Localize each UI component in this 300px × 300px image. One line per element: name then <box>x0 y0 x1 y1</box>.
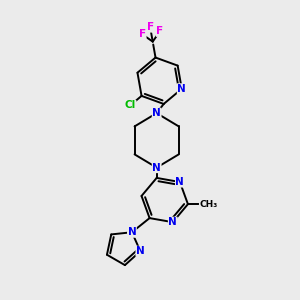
Text: N: N <box>136 246 145 256</box>
Text: F: F <box>147 22 154 32</box>
Text: N: N <box>176 177 184 187</box>
Text: CH₃: CH₃ <box>200 200 218 208</box>
Text: Cl: Cl <box>125 100 136 110</box>
Text: N: N <box>177 84 186 94</box>
Text: F: F <box>139 29 146 39</box>
Text: F: F <box>156 26 164 36</box>
Text: N: N <box>152 163 161 172</box>
Text: N: N <box>152 108 161 118</box>
Text: N: N <box>168 217 177 227</box>
Text: N: N <box>128 227 136 237</box>
